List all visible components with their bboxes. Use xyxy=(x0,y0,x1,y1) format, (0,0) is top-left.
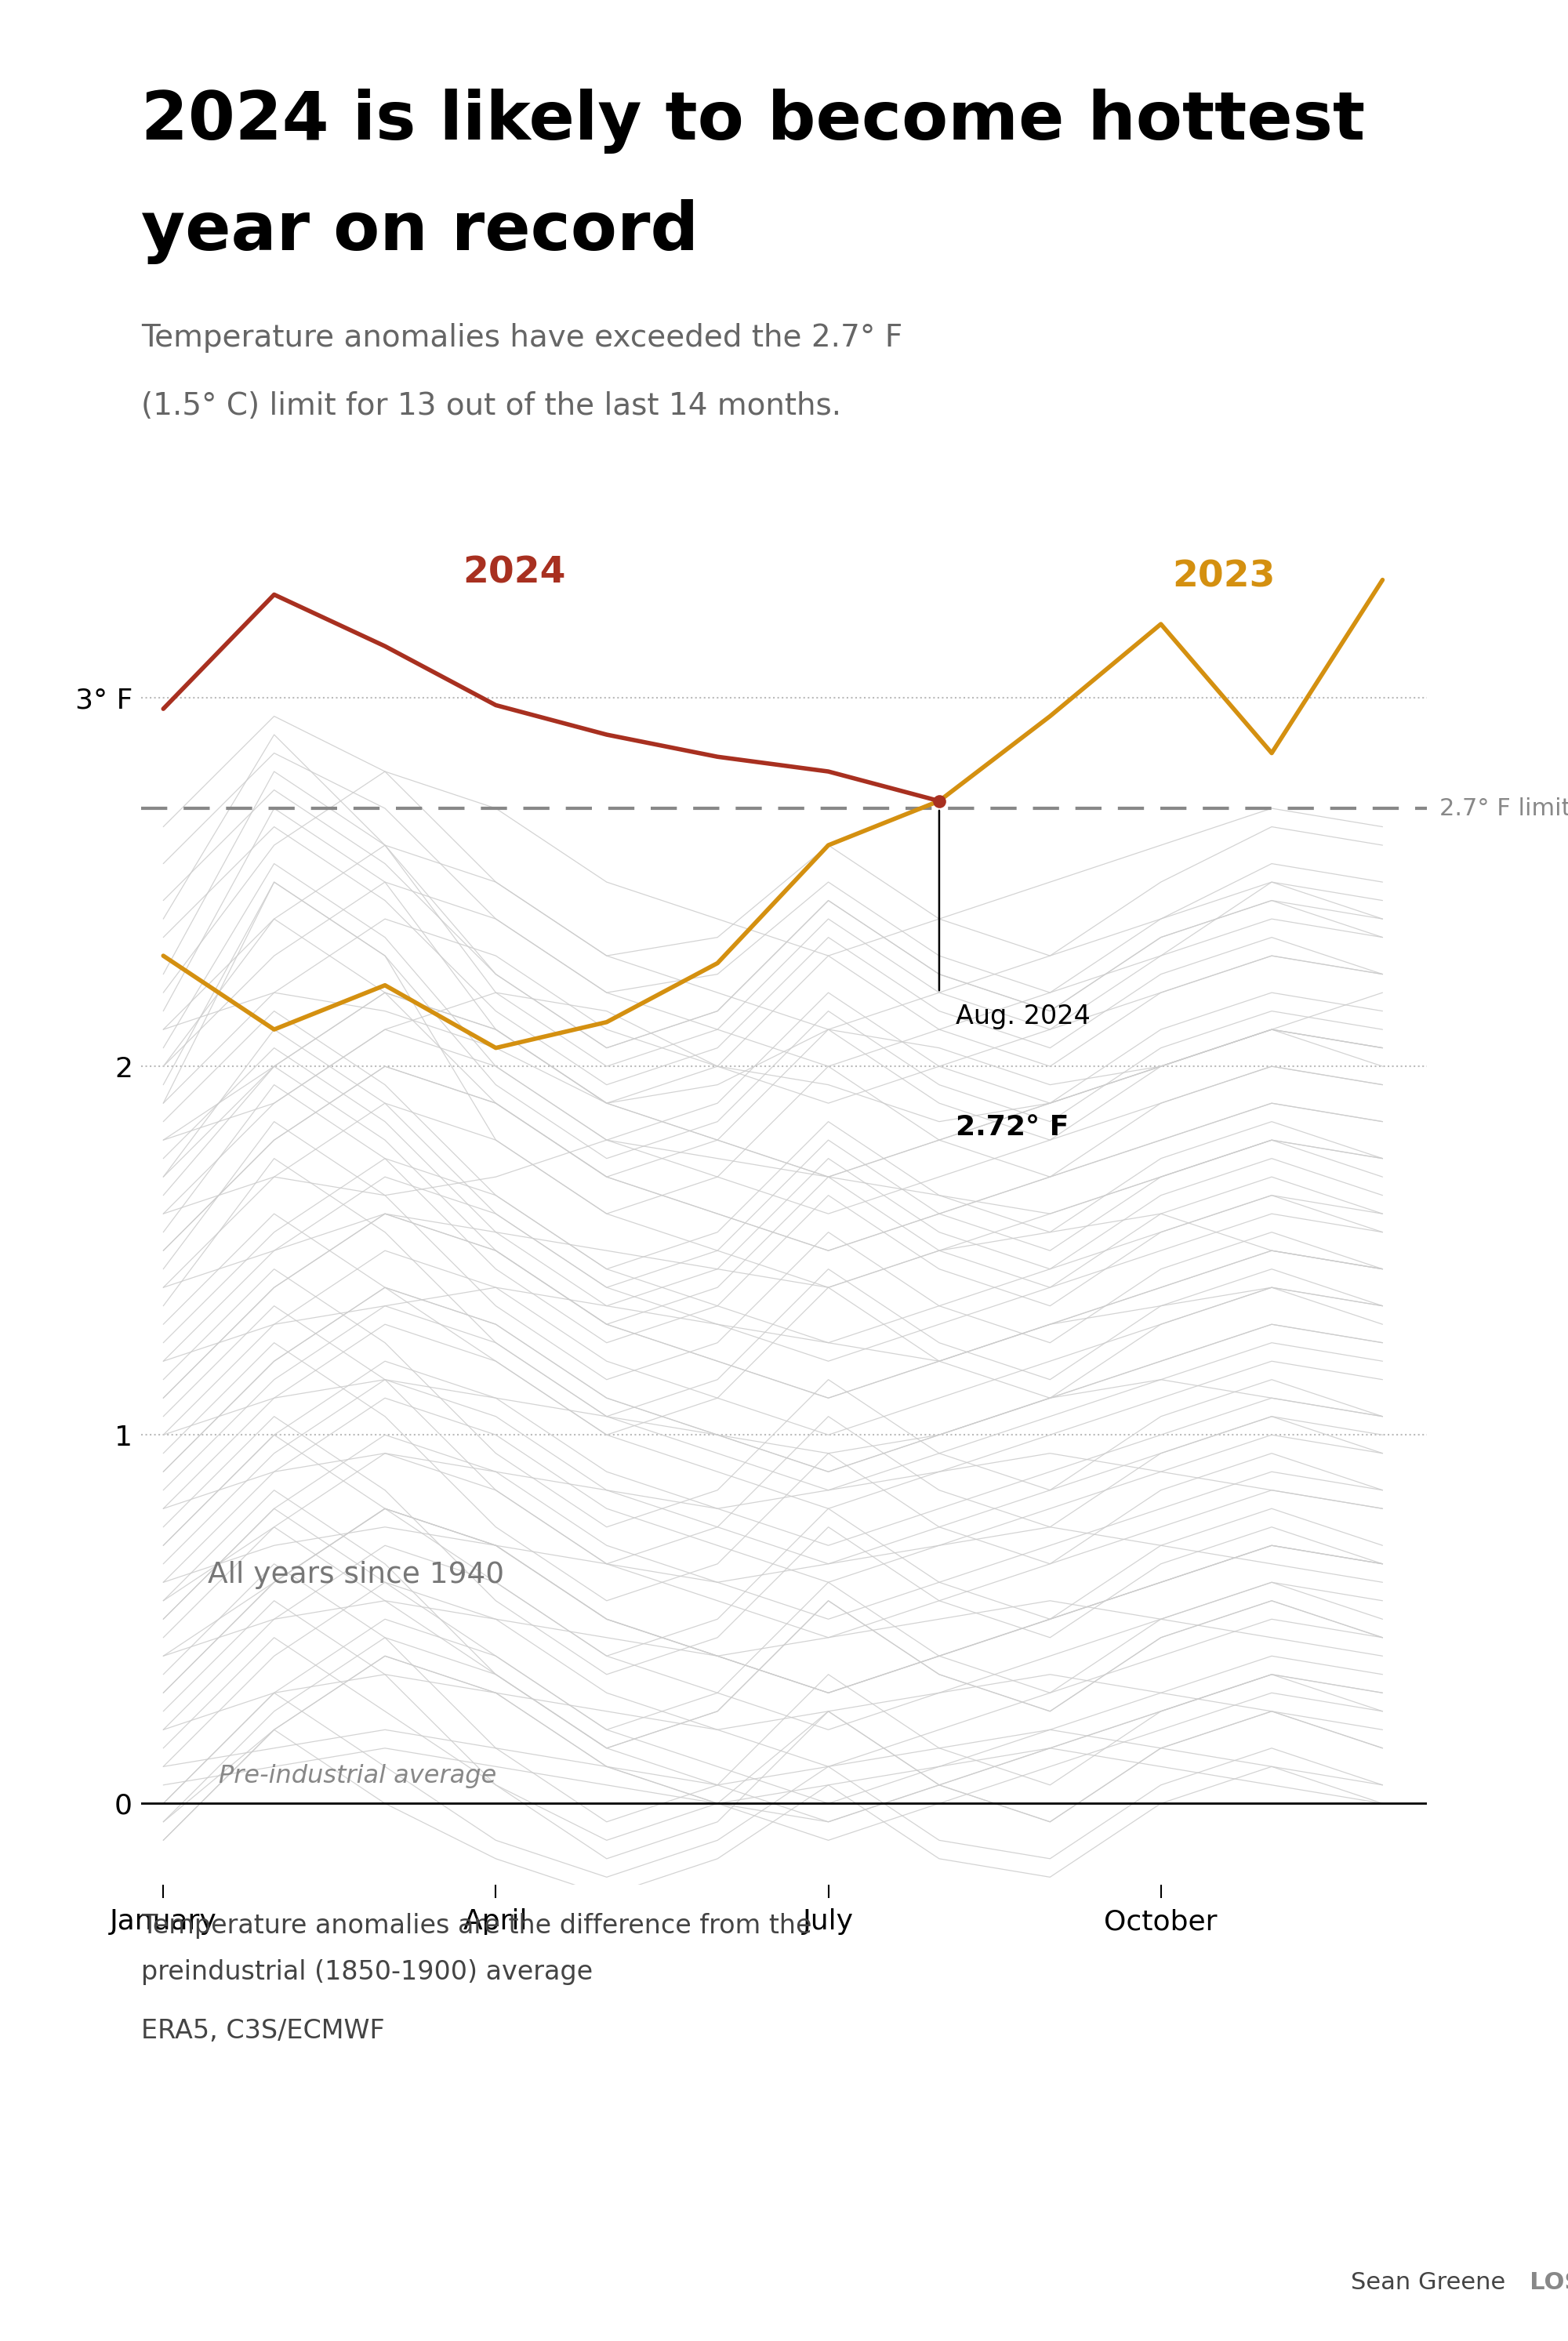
Text: year on record: year on record xyxy=(141,199,699,265)
Text: preindustrial (1850-1900) average: preindustrial (1850-1900) average xyxy=(141,1959,593,1985)
Text: Temperature anomalies are the difference from the: Temperature anomalies are the difference… xyxy=(141,1913,812,1938)
Text: Sean Greene: Sean Greene xyxy=(1350,2271,1505,2294)
Text: Temperature anomalies have exceeded the 2.7° F: Temperature anomalies have exceeded the … xyxy=(141,323,903,353)
Text: 2024: 2024 xyxy=(463,555,566,590)
Text: 2.72° F: 2.72° F xyxy=(956,1114,1069,1140)
Text: (1.5° C) limit for 13 out of the last 14 months.: (1.5° C) limit for 13 out of the last 14… xyxy=(141,391,842,421)
Text: All years since 1940: All years since 1940 xyxy=(207,1561,503,1590)
Text: 2.7° F limit: 2.7° F limit xyxy=(1439,796,1568,819)
Text: ERA5, C3S/ECMWF: ERA5, C3S/ECMWF xyxy=(141,2018,384,2044)
Text: Pre-industrial average: Pre-industrial average xyxy=(218,1763,497,1789)
Text: LOS ANGELES TIMES: LOS ANGELES TIMES xyxy=(1513,2271,1568,2294)
Text: 2023: 2023 xyxy=(1171,559,1275,595)
Text: Aug. 2024: Aug. 2024 xyxy=(956,1004,1091,1030)
Text: 2024 is likely to become hottest: 2024 is likely to become hottest xyxy=(141,89,1366,155)
